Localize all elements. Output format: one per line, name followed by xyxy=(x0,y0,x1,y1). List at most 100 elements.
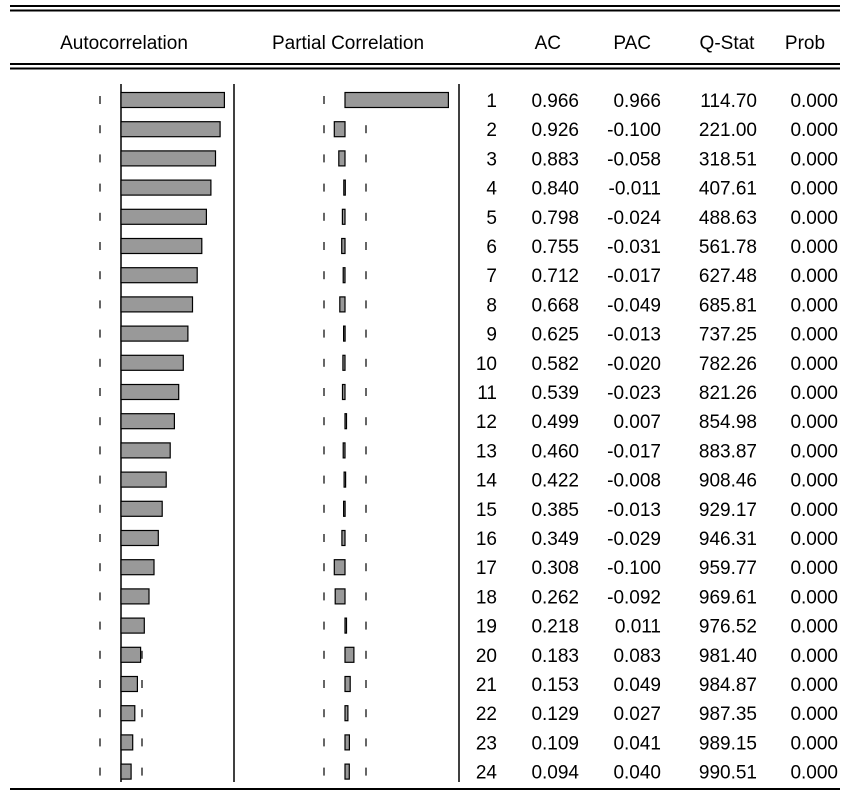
ac-bar xyxy=(120,471,167,488)
prob-value: 0.000 xyxy=(790,237,838,258)
prob-value: 0.000 xyxy=(790,675,838,696)
pac-value: -0.049 xyxy=(607,295,661,316)
qstat-value: 981.40 xyxy=(699,646,757,667)
qstat-value: 908.46 xyxy=(699,471,757,492)
pac-bar xyxy=(339,296,346,313)
ac-bar xyxy=(120,734,134,751)
ac-bar xyxy=(120,121,221,138)
header-partial-correlation: Partial Correlation xyxy=(272,33,424,54)
qstat-value: 990.51 xyxy=(699,763,757,784)
prob-value: 0.000 xyxy=(790,354,838,375)
lag-label: 20 xyxy=(476,646,497,667)
qstat-value: 987.35 xyxy=(699,704,757,725)
lag-label: 19 xyxy=(476,617,497,638)
pac-value: 0.083 xyxy=(613,646,661,667)
pac-value: -0.011 xyxy=(609,179,661,200)
lag-label: 16 xyxy=(476,529,497,550)
pac-bar xyxy=(344,413,348,430)
ac-value: 0.183 xyxy=(531,646,579,667)
ac-value: 0.582 xyxy=(531,354,579,375)
pac-value: -0.017 xyxy=(607,441,661,462)
qstat-value: 114.70 xyxy=(700,91,757,112)
pac-value: 0.966 xyxy=(613,91,661,112)
prob-value: 0.000 xyxy=(790,179,838,200)
pac-value: 0.011 xyxy=(615,617,661,638)
ac-value: 0.798 xyxy=(531,208,579,229)
prob-value: 0.000 xyxy=(790,412,838,433)
ac-bar xyxy=(120,179,212,196)
qstat-value: 685.81 xyxy=(699,295,757,316)
qstat-value: 407.61 xyxy=(699,179,757,200)
ac-bar xyxy=(120,296,194,313)
lag-label: 5 xyxy=(486,208,497,229)
lag-label: 3 xyxy=(486,149,497,170)
pac-value: -0.017 xyxy=(607,266,661,287)
ac-value: 0.966 xyxy=(531,91,579,112)
ac-bar xyxy=(120,325,189,342)
lag-label: 1 xyxy=(486,91,497,112)
ac-value: 0.422 xyxy=(531,471,579,492)
header-autocorrelation: Autocorrelation xyxy=(60,33,188,54)
ac-bar xyxy=(120,383,180,401)
prob-value: 0.000 xyxy=(790,441,838,462)
prob-value: 0.000 xyxy=(790,295,838,316)
pac-value: 0.040 xyxy=(613,763,661,784)
prob-value: 0.000 xyxy=(790,558,838,579)
pac-bar xyxy=(344,763,350,780)
lag-label: 12 xyxy=(476,412,497,433)
pac-bar xyxy=(344,675,351,693)
ac-bar xyxy=(120,588,150,605)
qstat-value: 946.31 xyxy=(699,529,757,550)
ac-value: 0.349 xyxy=(531,529,579,550)
pac-bar xyxy=(344,646,355,663)
ac-value: 0.094 xyxy=(531,763,579,784)
pac-value: -0.023 xyxy=(607,383,661,404)
pac-value: -0.013 xyxy=(607,500,661,521)
lag-label: 4 xyxy=(486,179,497,200)
qstat-value: 221.00 xyxy=(699,120,757,141)
qstat-value: 737.25 xyxy=(699,325,757,346)
lag-label: 6 xyxy=(486,237,497,258)
lag-label: 24 xyxy=(476,763,498,784)
qstat-value: 782.26 xyxy=(699,354,757,375)
prob-value: 0.000 xyxy=(790,646,838,667)
prob-value: 0.000 xyxy=(790,325,838,346)
pac-bar xyxy=(343,325,346,342)
pac-value: 0.041 xyxy=(613,733,661,754)
ac-value: 0.262 xyxy=(531,587,579,608)
pac-bar xyxy=(341,208,346,225)
ac-bar xyxy=(120,559,155,576)
ac-value: 0.840 xyxy=(531,179,579,200)
ac-bar xyxy=(120,413,176,430)
ac-bar xyxy=(120,705,136,722)
pac-value: -0.013 xyxy=(607,325,661,346)
ac-value: 0.109 xyxy=(531,733,579,754)
header-ac: AC xyxy=(535,33,561,54)
pac-bar xyxy=(342,354,346,371)
qstat-value: 929.17 xyxy=(699,500,757,521)
ac-value: 0.712 xyxy=(531,266,579,287)
qstat-value: 627.48 xyxy=(699,266,757,287)
lag-label: 13 xyxy=(476,441,497,462)
pac-value: 0.007 xyxy=(613,412,661,433)
pac-value: -0.008 xyxy=(607,471,661,492)
prob-value: 0.000 xyxy=(790,149,838,170)
lag-label: 7 xyxy=(486,266,497,287)
ac-value: 0.755 xyxy=(531,237,579,258)
correlogram-rows: 1 0.966 0.966 114.70 0.000 2 0.926 -0.100 221.00… xyxy=(99,91,838,784)
pac-value: 0.027 xyxy=(613,704,661,725)
qstat-value: 976.52 xyxy=(699,617,757,638)
qstat-value: 959.77 xyxy=(699,558,757,579)
lag-label: 14 xyxy=(476,471,498,492)
prob-value: 0.000 xyxy=(790,500,838,521)
lag-label: 2 xyxy=(486,120,497,141)
prob-value: 0.000 xyxy=(790,529,838,550)
lag-label: 17 xyxy=(476,558,497,579)
qstat-value: 488.63 xyxy=(699,208,757,229)
qstat-value: 984.87 xyxy=(699,675,757,696)
pac-bar xyxy=(333,121,346,138)
pac-bar xyxy=(334,588,346,605)
ac-value: 0.153 xyxy=(531,675,579,696)
qstat-value: 969.61 xyxy=(699,587,757,608)
